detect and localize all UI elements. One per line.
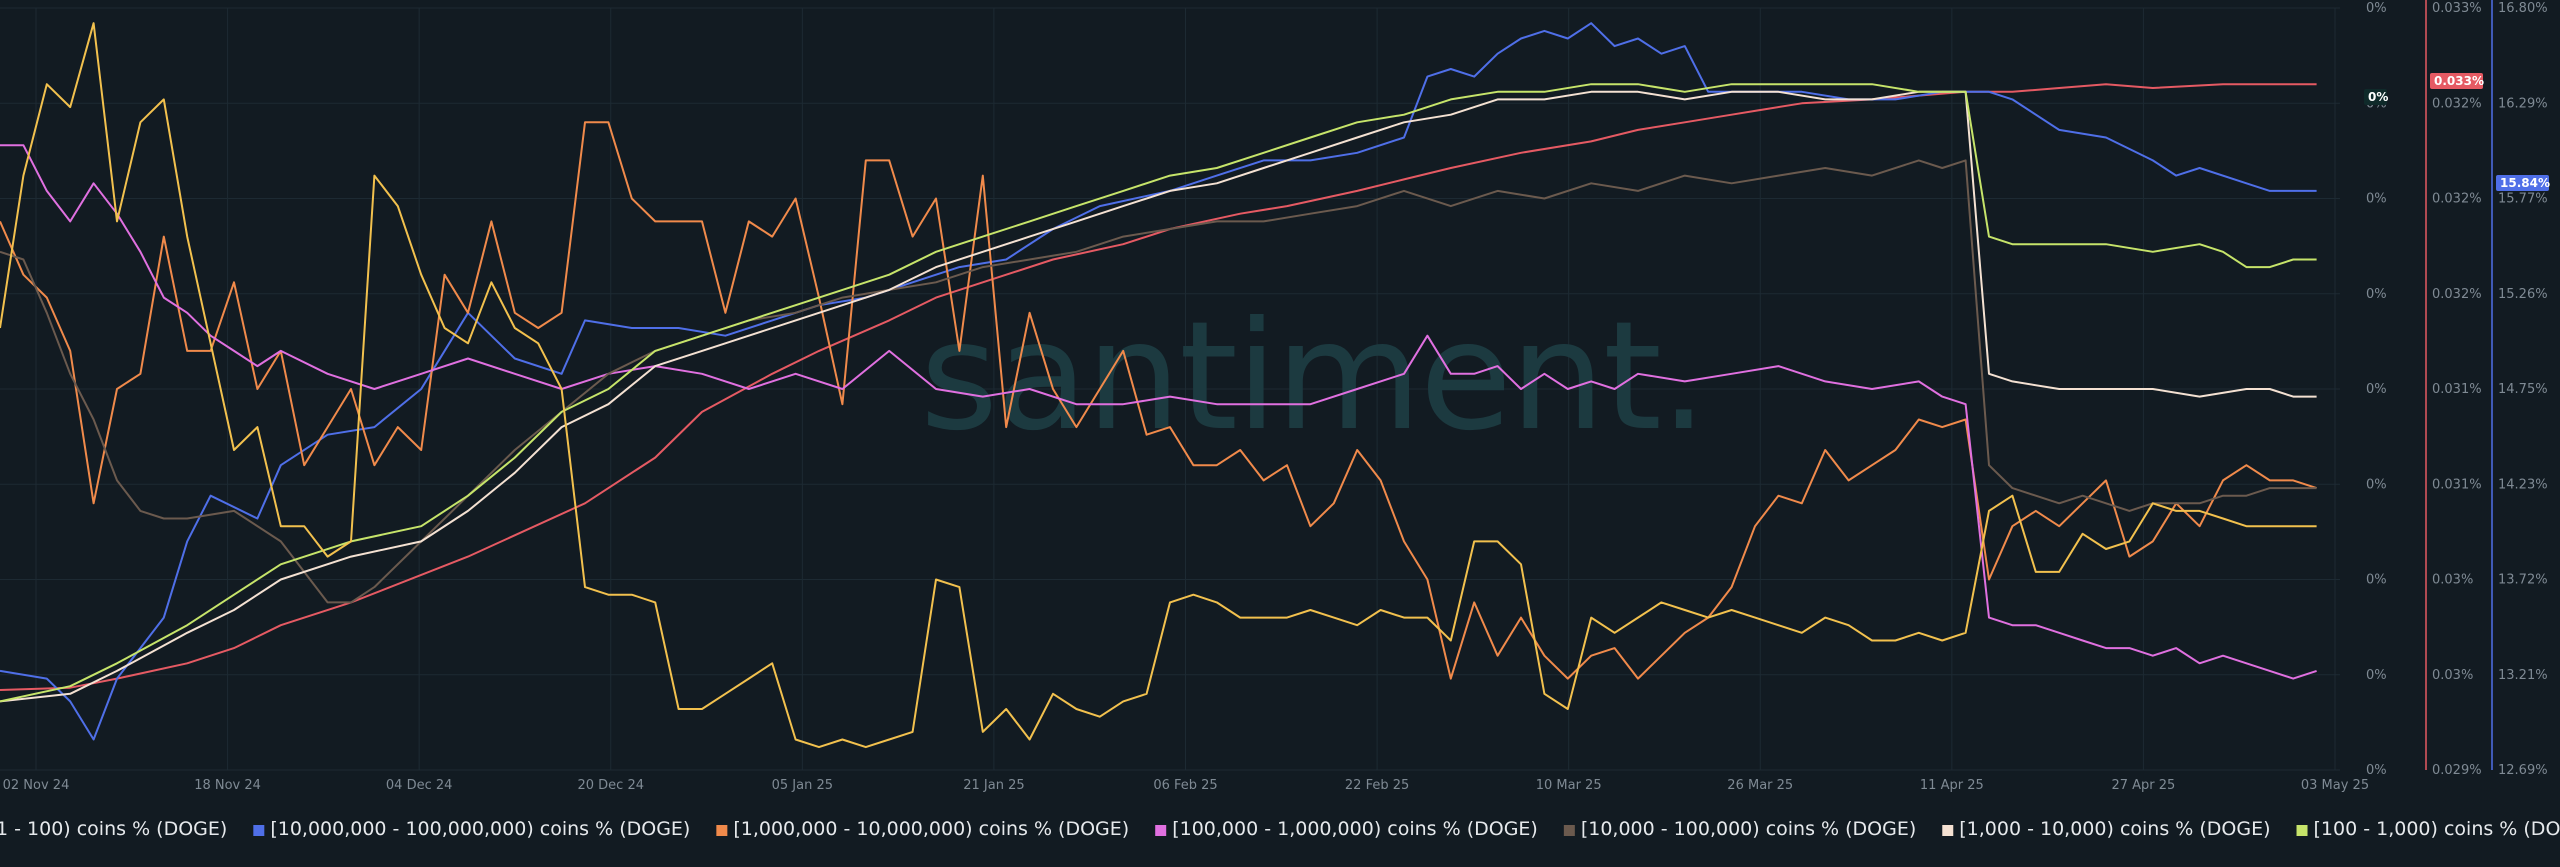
series-layer [0,22,2317,749]
x-tick-label: 22 Feb 25 [1345,778,1409,793]
legend-swatch [2296,825,2308,836]
x-tick-label: 21 Jan 25 [963,778,1024,793]
y-tick-label: 0.032% [2432,192,2482,207]
y-tick-label: 0% [2366,382,2387,397]
y-tick-label: 0.03% [2432,573,2473,588]
y-tick-label: 0.033% [2432,1,2482,16]
y-tick-label: 14.23% [2498,477,2548,492]
y-tick-label: 16.29% [2498,96,2548,111]
legend-label[interactable]: 1 - 100) coins % (DOGE) [0,818,227,840]
y-tick-label: 13.21% [2498,668,2548,683]
y-tick-label: 0.031% [2432,477,2482,492]
series-line-4 [0,159,2317,604]
series-line-6 [0,83,2317,703]
legend-swatch [1155,825,1167,836]
y-tick-label: 16.80% [2498,1,2548,16]
legend-label[interactable]: [1,000 - 10,000) coins % (DOGE) [1959,818,2270,840]
y-tick-label: 12.69% [2498,763,2548,778]
legend: 1 - 100) coins % (DOGE) [10,000,000 - 100… [0,818,2560,840]
y-tick-label: 0.029% [2432,763,2482,778]
legend-label[interactable]: [10,000 - 100,000) coins % (DOGE) [1581,818,1916,840]
y-tick-label: 0.032% [2432,96,2482,111]
y-tick-label: 0% [2366,668,2387,683]
y-tick-label: 0% [2366,763,2387,778]
x-tick-label: 27 Apr 25 [2111,778,2175,793]
y-tick-label: 0% [2366,192,2387,207]
y-tick-label: 14.75% [2498,382,2548,397]
legend-label[interactable]: [100 - 1,000) coins % (DOGE) [2314,818,2560,840]
series-line-5 [0,90,2317,703]
legend-swatch [716,825,728,836]
y-tick-label: 15.26% [2498,287,2548,302]
x-tick-label: 11 Apr 25 [1920,778,1984,793]
watermark: santiment. [920,290,1706,464]
y-tick-label: 0% [2366,573,2387,588]
axis-value-badge [2430,73,2483,89]
y-tick-label: 0% [2366,1,2387,16]
legend-swatch [1563,825,1575,836]
x-tick-label: 03 May 25 [2301,778,2369,793]
series-line-7 [0,22,2317,749]
y-axes: 0% 0% 0% 0% 0% 0% 0% 0% 0% 0.033% 0.032% 0.032% 0.03… [2364,0,2550,778]
series-line-3 [0,144,2317,680]
axis-value-badge-text: 0.033% [2434,74,2484,88]
x-tick-label: 05 Jan 25 [772,778,833,793]
x-tick-label: 20 Dec 24 [577,778,644,793]
y-tick-label: 15.77% [2498,192,2548,207]
legend-swatch [1942,825,1954,836]
legend-label[interactable]: [1,000,000 - 10,000,000) coins % (DOGE) [733,818,1129,840]
axis-value-badge [2496,175,2549,191]
y-tick-label: 0% [2366,477,2387,492]
series-line-2 [0,121,2317,680]
y-tick-label: 0.03% [2432,668,2473,683]
legend-swatch [253,825,265,836]
y-tick-label: 0.032% [2432,287,2482,302]
y-tick-label: 0% [2366,287,2387,302]
x-tick-label: 06 Feb 25 [1153,778,1217,793]
axis-value-badge-text: 15.84% [2500,176,2550,190]
x-tick-label: 04 Dec 24 [386,778,453,793]
axis-value-badge [2364,89,2387,105]
x-tick-label: 18 Nov 24 [194,778,261,793]
legend-label[interactable]: [10,000,000 - 100,000,000) coins % (DOGE… [270,818,690,840]
x-tick-label: 26 Mar 25 [1727,778,1793,793]
x-tick-label: 10 Mar 25 [1536,778,1602,793]
x-tick-label: 02 Nov 24 [3,778,70,793]
y-tick-label: 13.72% [2498,573,2548,588]
legend-label[interactable]: [100,000 - 1,000,000) coins % (DOGE) [1172,818,1538,840]
y-tick-label: 0.031% [2432,382,2482,397]
axis-value-badge-text: 0% [2368,90,2388,104]
x-axis: 02 Nov 24 18 Nov 24 04 Dec 24 20 Dec 24 05 J… [3,778,2369,793]
